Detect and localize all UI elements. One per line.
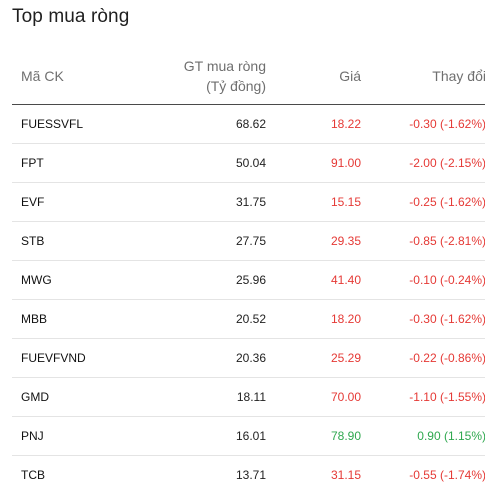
column-header-change[interactable]: Thay đổi [361,48,485,105]
table-row[interactable]: FUESSVFL 68.62 18.22 -0.30 (-1.62%) [12,105,485,144]
column-header-code[interactable]: Mã CK [12,48,131,105]
table-row[interactable]: EVF 31.75 15.15 -0.25 (-1.62%) [12,183,485,222]
net-buy-value: 16.01 [131,417,266,456]
stock-code[interactable]: FUEVFVND [12,339,131,378]
net-buy-value: 25.96 [131,261,266,300]
price-change: -0.30 (-1.62%) [361,300,485,339]
stock-code[interactable]: TCB [12,456,131,494]
header-row: Mã CK GT mua ròng (Tỷ đồng) Giá Thay đổi [12,48,485,105]
price-change: -1.10 (-1.55%) [361,378,485,417]
table-body: FUESSVFL 68.62 18.22 -0.30 (-1.62%) FPT … [12,105,485,494]
table-row[interactable]: TCB 13.71 31.15 -0.55 (-1.74%) [12,456,485,494]
net-buy-value: 31.75 [131,183,266,222]
table-row[interactable]: GMD 18.11 70.00 -1.10 (-1.55%) [12,378,485,417]
net-buy-value: 27.75 [131,222,266,261]
column-header-net-buy-value-line2: (Tỷ đồng) [206,78,266,94]
table-row[interactable]: PNJ 16.01 78.90 0.90 (1.15%) [12,417,485,456]
price: 25.29 [266,339,361,378]
price: 18.22 [266,105,361,144]
stock-code[interactable]: MWG [12,261,131,300]
price: 78.90 [266,417,361,456]
table-row[interactable]: FUEVFVND 20.36 25.29 -0.22 (-0.86%) [12,339,485,378]
table-row[interactable]: STB 27.75 29.35 -0.85 (-2.81%) [12,222,485,261]
table-row[interactable]: MBB 20.52 18.20 -0.30 (-1.62%) [12,300,485,339]
price: 70.00 [266,378,361,417]
net-buy-value: 68.62 [131,105,266,144]
table-row[interactable]: FPT 50.04 91.00 -2.00 (-2.15%) [12,144,485,183]
stock-code[interactable]: FPT [12,144,131,183]
price-change: -0.10 (-0.24%) [361,261,485,300]
net-buy-value: 20.36 [131,339,266,378]
price: 15.15 [266,183,361,222]
stock-code[interactable]: FUESSVFL [12,105,131,144]
net-buy-value: 50.04 [131,144,266,183]
table-header: Mã CK GT mua ròng (Tỷ đồng) Giá Thay đổi [12,48,485,105]
price: 31.15 [266,456,361,494]
price-change: -0.30 (-1.62%) [361,105,485,144]
price-change: -0.22 (-0.86%) [361,339,485,378]
price: 41.40 [266,261,361,300]
net-buy-value: 13.71 [131,456,266,494]
stock-code[interactable]: PNJ [12,417,131,456]
price-change: -0.85 (-2.81%) [361,222,485,261]
net-buy-value: 20.52 [131,300,266,339]
widget-title: Top mua ròng [12,6,129,28]
price: 91.00 [266,144,361,183]
stock-code[interactable]: GMD [12,378,131,417]
price-change: -0.25 (-1.62%) [361,183,485,222]
price-change: -2.00 (-2.15%) [361,144,485,183]
net-buy-value: 18.11 [131,378,266,417]
price-change: -0.55 (-1.74%) [361,456,485,494]
column-header-price[interactable]: Giá [266,48,361,105]
price: 18.20 [266,300,361,339]
column-header-net-buy-value-line1: GT mua ròng [184,58,266,74]
column-header-net-buy-value[interactable]: GT mua ròng (Tỷ đồng) [131,48,266,105]
stock-code[interactable]: STB [12,222,131,261]
price: 29.35 [266,222,361,261]
stock-code[interactable]: EVF [12,183,131,222]
table-row[interactable]: MWG 25.96 41.40 -0.10 (-0.24%) [12,261,485,300]
net-buy-table: Mã CK GT mua ròng (Tỷ đồng) Giá Thay đổi… [12,48,485,494]
stock-code[interactable]: MBB [12,300,131,339]
price-change: 0.90 (1.15%) [361,417,485,456]
